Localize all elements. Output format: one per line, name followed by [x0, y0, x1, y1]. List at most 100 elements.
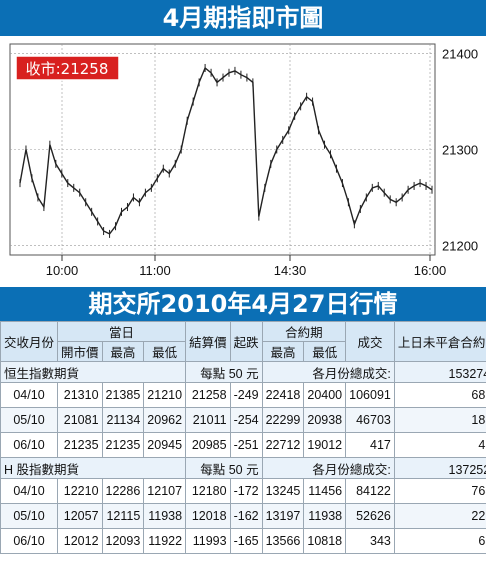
cell-settle: 12180	[185, 478, 231, 504]
cell-oi: 4359	[393, 432, 486, 458]
col-header-contract-high: 最高	[261, 341, 305, 362]
col-header-settle: 結算價	[185, 321, 231, 362]
cell-contract-low: 10818	[303, 528, 347, 554]
price-series-line	[19, 66, 433, 235]
cell-contract-high: 22418	[261, 382, 305, 408]
cell-volume: 52626	[345, 503, 395, 529]
cell-low: 11922	[143, 528, 187, 554]
col-header-contract: 合約期	[261, 321, 347, 342]
cell-month: 06/10	[0, 528, 59, 554]
group-total-value: 137252 張	[393, 457, 486, 479]
x-tick-label: 11:00	[139, 263, 171, 278]
cell-open: 21310	[57, 382, 103, 408]
y-tick-label: 21200	[442, 238, 478, 253]
col-header-oi: 上日未平倉合約(張)	[393, 321, 486, 362]
cell-change: -249	[229, 382, 263, 408]
cell-low: 11938	[143, 503, 187, 529]
group-point-value: 每點 50 元	[185, 361, 263, 383]
cell-contract-low: 11456	[303, 478, 347, 504]
cell-settle: 21258	[185, 382, 231, 408]
cell-contract-low: 20938	[303, 407, 347, 433]
cell-volume: 46703	[345, 407, 395, 433]
group-total-label: 各月份總成交:	[261, 361, 395, 383]
cell-contract-high: 13245	[261, 478, 305, 504]
intraday-chart: 21400 21300 21200 10:00 11:00 14:30 16:00 收市:21…	[0, 36, 486, 287]
cell-low: 21210	[143, 382, 187, 408]
cell-low: 20945	[143, 432, 187, 458]
group-total-value: 153274 張	[393, 361, 486, 383]
table-row: 05/10 12057 12115 11938 12018 -162 13197…	[0, 503, 486, 529]
cell-high: 21385	[101, 382, 145, 408]
cell-month: 04/10	[0, 478, 59, 504]
cell-volume: 417	[345, 432, 395, 458]
section-title-banner: 期交所2010年4月27日行情	[0, 287, 486, 321]
group-name: 恒生指數期貨	[0, 361, 187, 383]
cell-contract-low: 19012	[303, 432, 347, 458]
cell-volume: 106091	[345, 382, 395, 408]
cell-low: 12107	[143, 478, 187, 504]
cell-open: 12012	[57, 528, 103, 554]
group-total-label: 各月份總成交:	[261, 457, 395, 479]
cell-high: 21134	[101, 407, 145, 433]
cell-contract-high: 22712	[261, 432, 305, 458]
futures-table: 交收月份 當日 結算價 起跌 合約期 成交 上日未平倉合約(張) 開市價 最高 …	[0, 321, 486, 554]
col-header-month: 交收月份	[0, 321, 59, 362]
x-tick-label: 16:00	[414, 263, 447, 278]
chart-svg: 21400 21300 21200 10:00 11:00 14:30 16:00 收市:21…	[9, 43, 478, 278]
cell-volume: 343	[345, 528, 395, 554]
cell-low: 20962	[143, 407, 187, 433]
group-name: H 股指數期貨	[0, 457, 187, 479]
cell-contract-high: 13566	[261, 528, 305, 554]
cell-high: 12286	[101, 478, 145, 504]
group-row-hsi: 恒生指數期貨 每點 50 元 各月份總成交: 153274 張	[0, 361, 486, 383]
col-header-high: 最高	[101, 341, 145, 362]
cell-contract-low: 20400	[303, 382, 347, 408]
section-title: 期交所2010年4月27日行情	[88, 290, 398, 318]
table-row: 04/10 21310 21385 21210 21258 -249 22418…	[0, 382, 486, 408]
close-price-badge	[15, 55, 120, 81]
cell-settle: 21011	[185, 407, 231, 433]
y-tick-label: 21300	[442, 143, 478, 158]
table-row: 06/10 21235 21235 20945 20985 -251 22712…	[0, 432, 486, 458]
y-tick-label: 21400	[442, 47, 478, 62]
cell-change: -165	[229, 528, 263, 554]
cell-change: -251	[229, 432, 263, 458]
cell-change: -172	[229, 478, 263, 504]
cell-settle: 20985	[185, 432, 231, 458]
group-point-value: 每點 50 元	[185, 457, 263, 479]
cell-high: 21235	[101, 432, 145, 458]
cell-contract-high: 22299	[261, 407, 305, 433]
cell-oi: 6590	[393, 528, 486, 554]
col-header-open: 開市價	[57, 341, 103, 362]
table-row: 04/10 12210 12286 12107 12180 -172 13245…	[0, 478, 486, 504]
cell-open: 12210	[57, 478, 103, 504]
close-price-label: 收市:21258	[26, 60, 109, 78]
cell-open: 21235	[57, 432, 103, 458]
table-row: 05/10 21081 21134 20962 21011 -254 22299…	[0, 407, 486, 433]
cell-open: 21081	[57, 407, 103, 433]
table-header-row-1: 交收月份 當日 結算價 起跌 合約期 成交 上日未平倉合約(張)	[0, 321, 486, 362]
group-row-hshares: H 股指數期貨 每點 50 元 各月份總成交: 137252 張	[0, 457, 486, 479]
cell-oi: 22507	[393, 503, 486, 529]
cell-month: 05/10	[0, 503, 59, 529]
cell-oi: 68643	[393, 382, 486, 408]
cell-month: 06/10	[0, 432, 59, 458]
col-header-volume: 成交	[345, 321, 395, 362]
col-header-change: 起跌	[229, 321, 263, 362]
cell-open: 12057	[57, 503, 103, 529]
col-header-contract-low: 最低	[303, 341, 347, 362]
table-row: 06/10 12012 12093 11922 11993 -165 13566…	[0, 528, 486, 554]
cell-contract-high: 13197	[261, 503, 305, 529]
col-header-day: 當日	[57, 321, 187, 342]
cell-change: -162	[229, 503, 263, 529]
chart-title-banner: 4月期指即市圖	[0, 0, 486, 36]
cell-volume: 84122	[345, 478, 395, 504]
cell-high: 12115	[101, 503, 145, 529]
cell-contract-low: 11938	[303, 503, 347, 529]
cell-oi: 76833	[393, 478, 486, 504]
cell-high: 12093	[101, 528, 145, 554]
cell-month: 04/10	[0, 382, 59, 408]
cell-oi: 18852	[393, 407, 486, 433]
col-header-low: 最低	[143, 341, 187, 362]
x-tick-label: 14:30	[274, 263, 307, 278]
